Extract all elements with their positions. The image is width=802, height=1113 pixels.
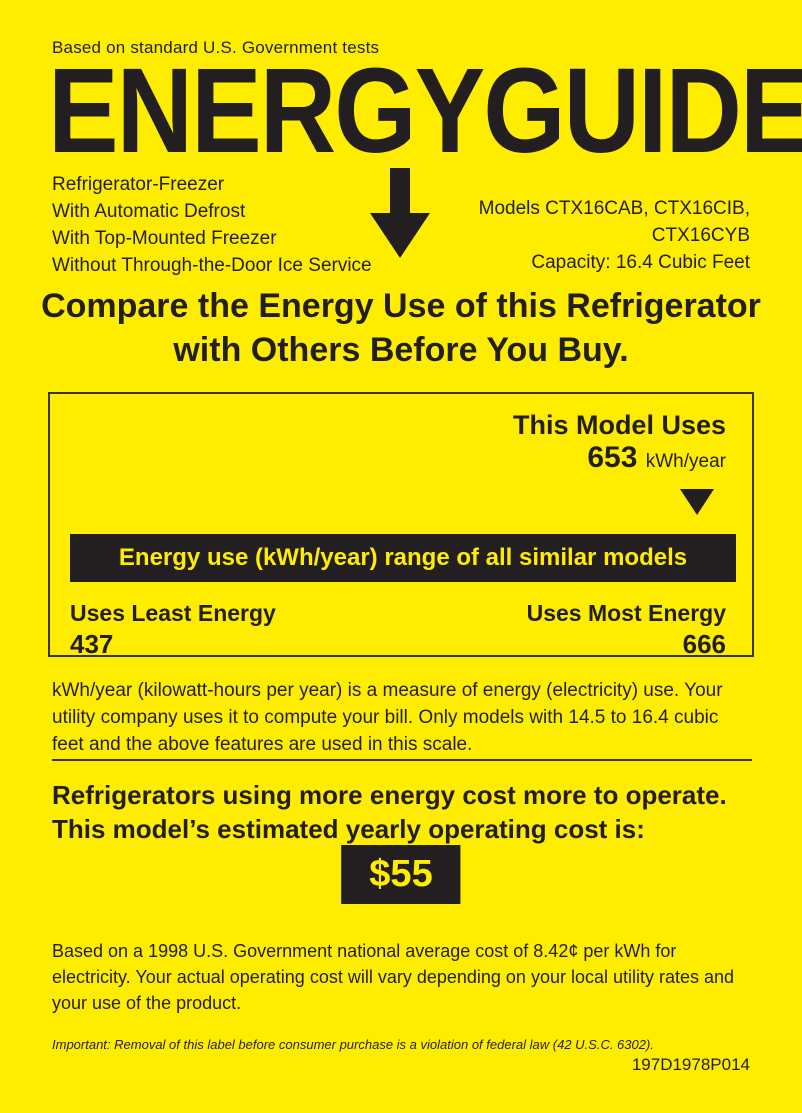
- kwh-explanation-text: kWh/year (kilowatt-hours per year) is a …: [52, 678, 752, 759]
- section-divider: [52, 759, 752, 761]
- this-model-uses-block: This Model Uses 653 kWh/year: [513, 410, 726, 475]
- value-pointer-triangle: [680, 489, 714, 515]
- uses-most-value: 666: [527, 628, 726, 661]
- operating-cost-heading: Refrigerators using more energy cost mor…: [52, 778, 752, 847]
- cost-basis-text: Based on a 1998 U.S. Government national…: [52, 938, 752, 1016]
- appliance-description-left: Refrigerator-Freezer With Automatic Defr…: [52, 172, 372, 280]
- compare-energy-heading: Compare the Energy Use of this Refrigera…: [0, 285, 802, 372]
- legal-notice-text: Important: Removal of this label before …: [52, 1037, 654, 1052]
- range-bar-label: Energy use (kWh/year) range of all simil…: [70, 534, 736, 582]
- uses-least-energy-block: Uses Least Energy 437: [70, 599, 276, 662]
- this-model-unit: kWh/year: [646, 451, 726, 472]
- yearly-cost-badge: $55: [341, 845, 460, 904]
- appliance-description-right: Models CTX16CAB, CTX16CIB, CTX16CYB Capa…: [479, 196, 750, 277]
- uses-most-energy-block: Uses Most Energy 666: [527, 599, 726, 662]
- energyguide-title: ENERGYGUIDE: [48, 50, 744, 171]
- energy-range-box: This Model Uses 653 kWh/year Energy use …: [48, 392, 754, 657]
- product-code-text: 197D1978P014: [632, 1055, 750, 1075]
- this-model-label: This Model Uses: [513, 410, 726, 441]
- this-model-value: 653 kWh/year: [513, 441, 726, 475]
- energy-guide-label: Based on standard U.S. Government tests …: [0, 0, 802, 1113]
- uses-least-value: 437: [70, 628, 276, 661]
